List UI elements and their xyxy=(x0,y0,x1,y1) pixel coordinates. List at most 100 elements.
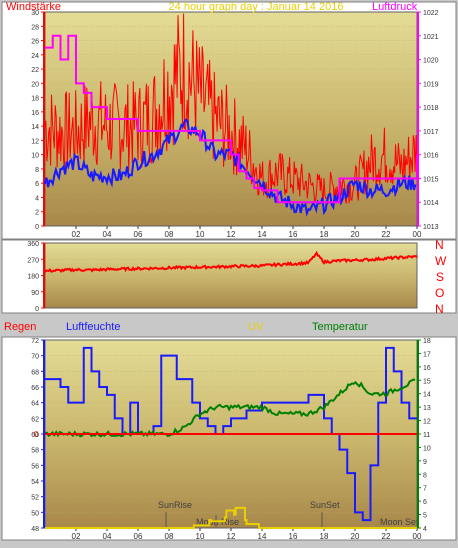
humidity-tick-label: 58 xyxy=(31,448,39,455)
wind-tick-label: 6 xyxy=(35,181,39,188)
pressure-tick-label: 1016 xyxy=(423,153,439,160)
uv-line xyxy=(45,506,417,529)
temperature-tick-label: 8 xyxy=(423,472,427,479)
wind-tick-label: 2 xyxy=(35,210,39,217)
temperature-tick-label: 17 xyxy=(423,351,431,358)
climate-x-label: 02 xyxy=(72,532,81,541)
moonset-label: Moon Set xyxy=(380,517,419,527)
temperature-tick-label: 16 xyxy=(423,365,431,372)
wind-tick-label: 20 xyxy=(31,81,39,88)
climate-x-label: 14 xyxy=(258,532,267,541)
compass-w: W xyxy=(435,254,447,268)
temperature-tick-label: 9 xyxy=(423,459,427,466)
wind-x-label: 00 xyxy=(413,230,422,239)
humidity-tick-label: 60 xyxy=(31,432,39,439)
wind-x-label: 08 xyxy=(165,230,174,239)
pressure-tick-label: 1021 xyxy=(423,34,439,41)
wind-tick-label: 10 xyxy=(31,153,39,160)
wind-x-label: 18 xyxy=(320,230,329,239)
pressure-tick-label: 1022 xyxy=(423,10,439,17)
temperature-tick-label: 5 xyxy=(423,513,427,520)
wind-tick-label: 8 xyxy=(35,167,39,174)
pressure-tick-label: 1019 xyxy=(423,81,439,88)
climate-x-label: 22 xyxy=(382,532,391,541)
climate-x-label: 16 xyxy=(289,532,298,541)
humidity-tick-label: 50 xyxy=(31,510,39,517)
wind-x-label: 02 xyxy=(72,230,81,239)
wind-x-label: 16 xyxy=(289,230,298,239)
temperature-tick-label: 18 xyxy=(423,338,431,345)
humidity-tick-label: 62 xyxy=(31,416,39,423)
climate-x-label: 06 xyxy=(134,532,143,541)
direction-tick-label: 0 xyxy=(35,306,39,313)
direction-tick-label: 180 xyxy=(27,274,39,281)
humidity-tick-label: 48 xyxy=(31,526,39,533)
sunrise-label: SunRise xyxy=(158,500,192,510)
wind-x-label: 22 xyxy=(382,230,391,239)
temperature-tick-label: 13 xyxy=(423,405,431,412)
wind-tick-label: 24 xyxy=(31,53,39,60)
pressure-line xyxy=(45,34,418,204)
pressure-tick-label: 1014 xyxy=(423,200,439,207)
wind-x-label: 04 xyxy=(103,230,112,239)
compass-o: O xyxy=(435,286,444,300)
wind-tick-label: 18 xyxy=(31,96,39,103)
pressure-tick-label: 1018 xyxy=(423,105,439,112)
climate-x-label: 10 xyxy=(196,532,205,541)
wind-x-label: 14 xyxy=(258,230,267,239)
wind-gust-line xyxy=(44,13,418,205)
wind-tick-label: 14 xyxy=(31,124,39,131)
rain-zero-label: 0 xyxy=(34,430,39,439)
wind-tick-label: 28 xyxy=(31,24,39,31)
direction-tick-label: 360 xyxy=(27,241,39,248)
temperature-title: Temperatur xyxy=(312,321,368,333)
sunset-label: SunSet xyxy=(310,500,340,510)
pressure-tick-label: 1015 xyxy=(423,176,439,183)
compass-n-top: N xyxy=(435,238,444,252)
pressure-tick-label: 1013 xyxy=(423,224,439,231)
temperature-tick-label: 14 xyxy=(423,392,431,399)
wind-tick-label: 22 xyxy=(31,67,39,74)
temperature-tick-label: 11 xyxy=(423,432,430,439)
climate-x-label: 18 xyxy=(320,532,329,541)
wind-title: Windstärke xyxy=(6,1,61,13)
wind-x-label: 06 xyxy=(134,230,143,239)
humidity-tick-label: 54 xyxy=(31,479,39,486)
wind-tick-label: 12 xyxy=(31,138,39,145)
direction-tick-label: 270 xyxy=(27,257,39,264)
wind-tick-label: 26 xyxy=(31,39,39,46)
graph-date-title: 24 hour graph day : Januar 14 2016 xyxy=(169,1,344,13)
rain-title: Regen xyxy=(4,321,36,333)
temperature-tick-label: 12 xyxy=(423,419,431,426)
climate-x-label: 20 xyxy=(351,532,360,541)
wind-tick-label: 16 xyxy=(31,110,39,117)
humidity-tick-label: 68 xyxy=(31,369,39,376)
climate-x-label: 12 xyxy=(227,532,236,541)
temperature-tick-label: 4 xyxy=(423,526,427,533)
humidity-line xyxy=(45,346,417,522)
climate-x-label: 00 xyxy=(413,532,422,541)
pressure-tick-label: 1020 xyxy=(423,58,439,65)
wind-direction-line xyxy=(44,250,418,273)
temperature-tick-label: 7 xyxy=(423,486,427,493)
pressure-tick-label: 1017 xyxy=(423,129,439,136)
direction-tick-label: 90 xyxy=(31,290,39,297)
pressure-title: Luftdruck xyxy=(372,1,418,13)
temperature-tick-label: 6 xyxy=(423,499,427,506)
wind-x-label: 12 xyxy=(227,230,236,239)
humidity-tick-label: 70 xyxy=(31,354,39,361)
wind-plot-area xyxy=(44,11,418,227)
humidity-tick-label: 72 xyxy=(31,338,39,345)
humidity-tick-label: 64 xyxy=(31,401,39,408)
humidity-tick-label: 56 xyxy=(31,463,39,470)
wind-x-label: 20 xyxy=(351,230,360,239)
compass-s: S xyxy=(436,270,444,284)
humidity-tick-label: 66 xyxy=(31,385,39,392)
wind-tick-label: 30 xyxy=(31,10,39,17)
humidity-tick-label: 52 xyxy=(31,495,39,502)
uv-title: UV xyxy=(248,321,264,333)
wind-x-label: 10 xyxy=(196,230,205,239)
humidity-title: Luftfeuchte xyxy=(66,321,120,333)
